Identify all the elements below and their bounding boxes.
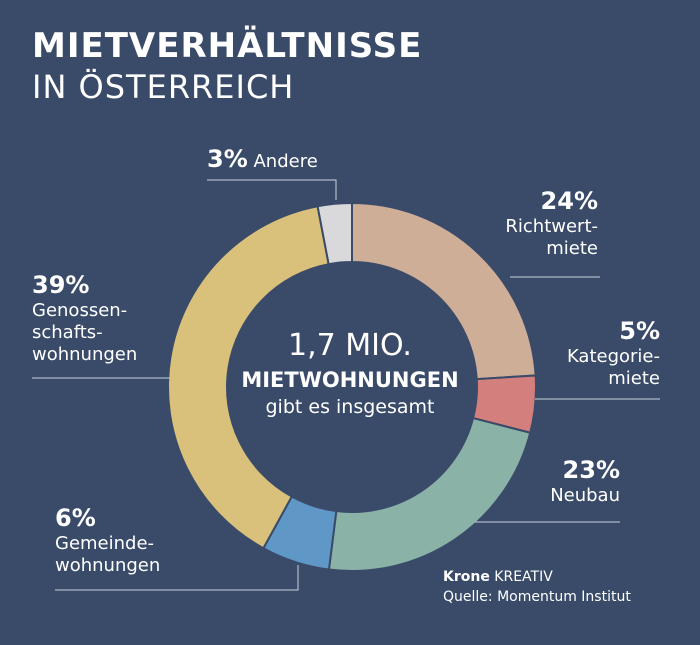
chart-subtitle: IN ÖSTERREICH — [32, 68, 295, 106]
label-genossenschaftswohnungen-line1: Genossen- — [32, 300, 128, 321]
label-richtwertmiete-pct: 24% — [540, 187, 598, 215]
label-richtwertmiete: 24% Richtwert- miete — [505, 186, 598, 260]
leader-andere — [207, 179, 337, 200]
center-caption: gibt es insgesamt — [265, 396, 435, 418]
footer-credits: Krone KREATIV Quelle: Momentum Institut — [443, 567, 631, 607]
label-neubau-line1: Neubau — [550, 485, 620, 506]
label-kategoriemiete-pct: 5% — [619, 317, 660, 345]
label-genossenschaftswohnungen-line2: schafts- — [32, 322, 103, 343]
leader-lines — [32, 179, 660, 591]
center-total: 1,7 MIO. — [288, 328, 412, 363]
label-genossenschaftswohnungen-pct: 39% — [32, 271, 90, 299]
label-andere-pct: 3% — [207, 145, 248, 173]
donut-slices — [167, 201, 537, 572]
chart-title: MIETVERHÄLTNISSE — [32, 26, 423, 66]
label-gemeindewohnungen-line1: Gemeinde- — [55, 533, 155, 554]
slice-neubau — [327, 416, 532, 572]
slice-genossenschaftswohnungen — [167, 205, 330, 550]
footer-brand-suffix: KREATIV — [494, 569, 553, 585]
label-genossenschaftswohnungen: 39% Genossen- schafts- wohnungen — [32, 270, 137, 366]
label-gemeindewohnungen-pct: 6% — [55, 504, 96, 532]
label-neubau-pct: 23% — [562, 456, 620, 484]
footer-brand-line: Krone KREATIV — [443, 567, 631, 587]
label-kategoriemiete-line1: Kategorie- — [566, 346, 660, 367]
label-genossenschaftswohnungen-line3: wohnungen — [32, 344, 138, 365]
label-kategoriemiete-line2: miete — [608, 368, 660, 389]
label-kategoriemiete: 5% Kategorie- miete — [567, 316, 660, 390]
center-heading: MIETWOHNUNGEN — [241, 368, 459, 392]
label-richtwertmiete-line1: Richtwert- — [505, 216, 598, 237]
footer-source: Quelle: Momentum Institut — [443, 589, 631, 605]
label-andere: 3% Andere — [207, 145, 318, 173]
label-andere-text: Andere — [253, 151, 318, 172]
footer-brand: Krone — [443, 569, 490, 585]
label-richtwertmiete-line2: miete — [546, 238, 598, 259]
label-neubau: 23% Neubau — [550, 455, 620, 507]
label-gemeindewohnungen: 6% Gemeinde- wohnungen — [55, 503, 160, 577]
label-gemeindewohnungen-line2: wohnungen — [55, 555, 161, 576]
leader-gemeindewohnungen — [55, 565, 299, 591]
